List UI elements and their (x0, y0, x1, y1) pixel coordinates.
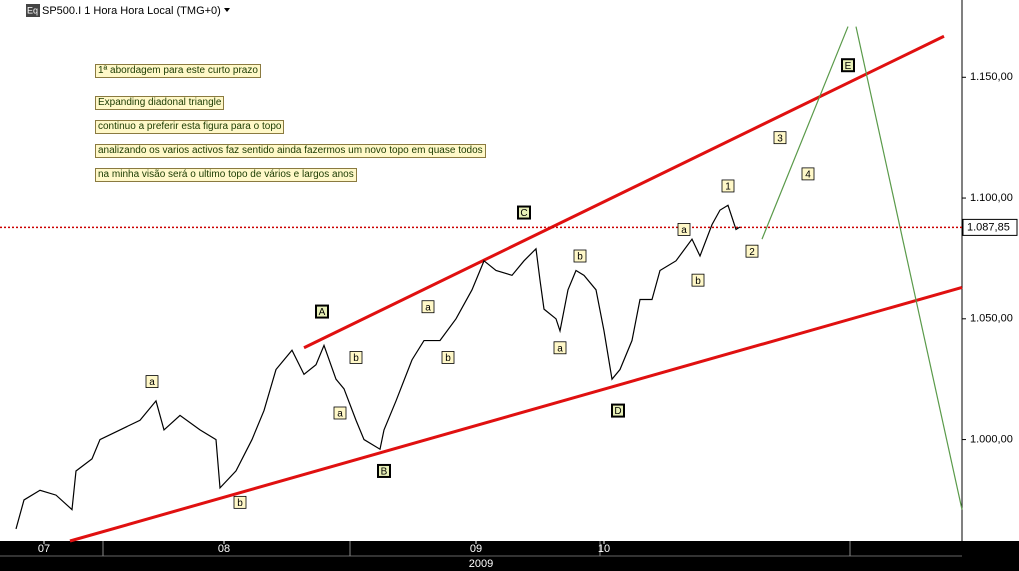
wave-label: a (681, 225, 687, 236)
wave-label-box (773, 131, 787, 145)
wave-label-box (745, 244, 759, 258)
wave-label: D (614, 406, 621, 417)
note: na minha visão será o ultimo topo de vár… (95, 168, 357, 182)
wave-label: b (577, 252, 583, 263)
wave-label: a (425, 302, 431, 313)
wave-label: 1 (725, 182, 731, 193)
x-tick-label: 10 (598, 543, 610, 555)
plot-area (0, 0, 962, 541)
note: 1ª abordagem para este curto prazo (95, 64, 261, 78)
wave-label: 3 (777, 133, 783, 144)
y-tick-label: 1.100,00 (970, 192, 1013, 204)
wave-label: b (445, 353, 451, 364)
wave-label-box (721, 179, 735, 193)
wave-label-box (841, 58, 855, 73)
wave-label-box (553, 341, 567, 355)
wave-label-box (145, 375, 159, 388)
wave-label-box (233, 495, 247, 509)
note: Expanding diadonal triangle (95, 96, 225, 110)
wave-label-box (441, 351, 455, 364)
wave-label-box (573, 249, 587, 263)
wave-label: a (557, 343, 563, 354)
y-tick-label: 1.150,00 (970, 71, 1013, 83)
y-tick-label: 1.000,00 (970, 433, 1013, 445)
wave-label: 2 (749, 247, 755, 258)
wave-label-box (691, 273, 705, 287)
wave-label-box (421, 300, 435, 314)
wave-label-box (677, 223, 691, 236)
dropdown-arrow[interactable] (224, 8, 230, 12)
y-tick-label: 1.050,00 (970, 313, 1013, 325)
note: analizando os varios activos faz sentido… (95, 144, 486, 158)
wave-label: C (520, 208, 527, 219)
wave-label: a (149, 377, 155, 388)
x-tick-label: 08 (218, 543, 230, 555)
icon-label: Eq (27, 5, 38, 15)
wave-label: b (237, 498, 243, 509)
wave-label: E (845, 61, 852, 72)
wave-label: b (695, 276, 701, 287)
note: continuo a preferir esta figura para o t… (95, 120, 285, 134)
wave-label: b (353, 353, 359, 364)
x-tick-label: 07 (38, 543, 50, 555)
last-price-box (962, 218, 1018, 236)
wave-label: B (381, 467, 388, 478)
trend-line (303, 34, 945, 350)
wave-label-box (611, 403, 625, 418)
wave-label: 4 (805, 170, 811, 181)
wave-label-box (377, 463, 391, 478)
wave-label-box (315, 304, 329, 319)
wave-label: A (319, 307, 326, 318)
price-line (15, 204, 741, 530)
wave-label-box (801, 167, 815, 181)
trend-line (855, 26, 963, 510)
chart-title[interactable]: SP500.I 1 Hora Hora Local (TMG+0) (42, 5, 221, 17)
trend-line (761, 26, 849, 240)
wave-label-box (333, 406, 347, 420)
x-tick-label: 09 (470, 543, 482, 555)
icon (26, 4, 40, 17)
last-price-label: 1.087,85 (967, 221, 1010, 233)
trend-line (69, 285, 963, 543)
wave-label-box (517, 205, 531, 220)
wave-label-box (349, 351, 363, 364)
year-label: 2009 (469, 558, 493, 570)
wave-label: a (337, 409, 343, 420)
